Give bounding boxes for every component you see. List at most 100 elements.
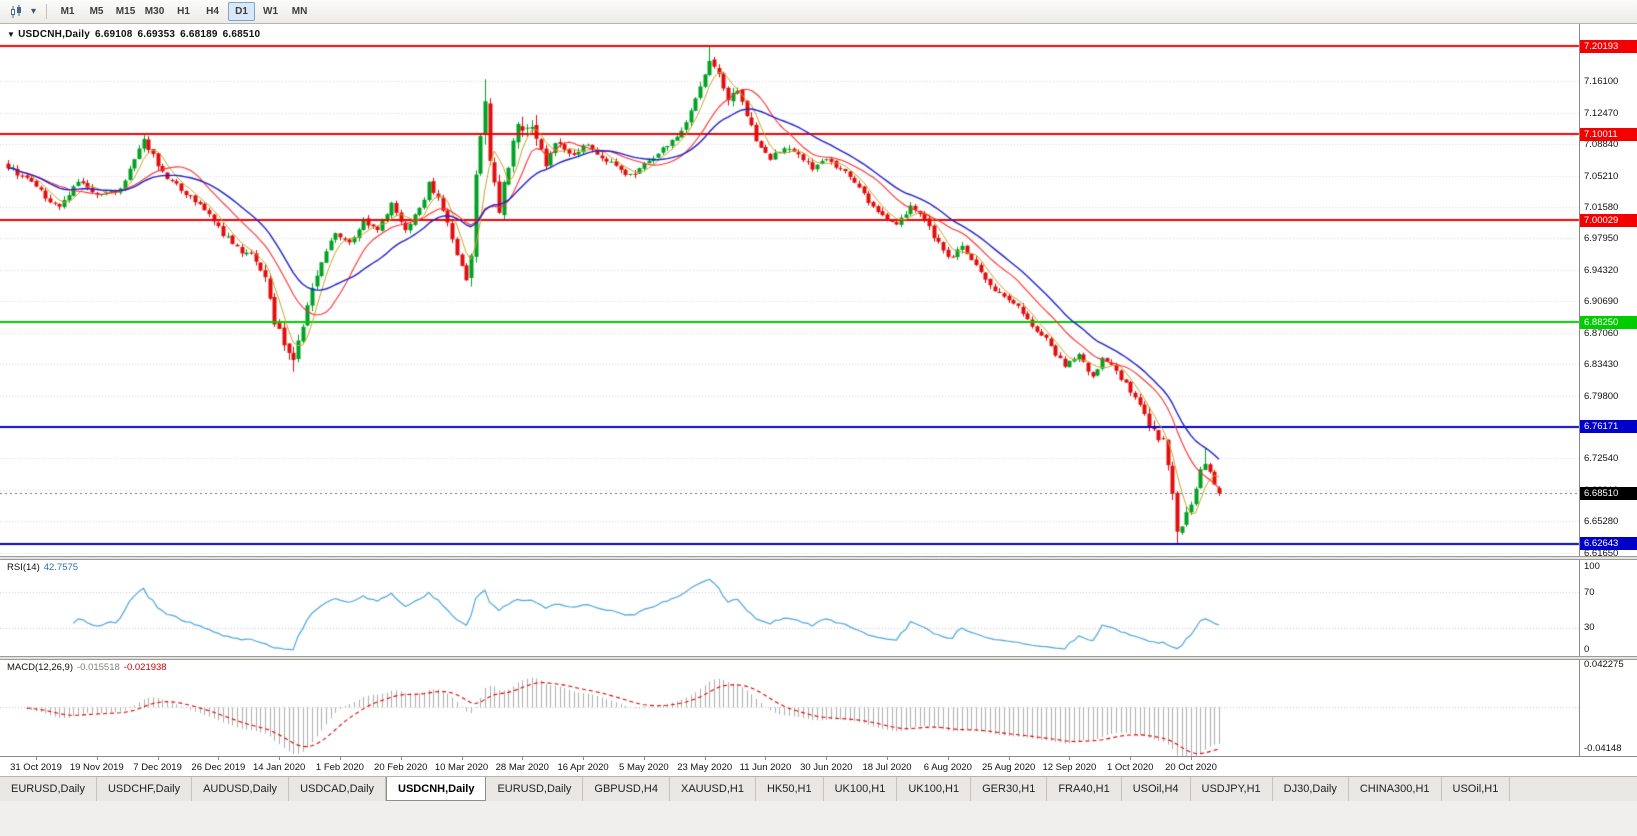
chart-tab-xauusd-h1[interactable]: XAUUSD,H1 [670, 777, 756, 801]
chart-tab-eurusd-daily[interactable]: EURUSD,Daily [486, 777, 584, 801]
chart-tab-audusd-daily[interactable]: AUDUSD,Daily [192, 777, 290, 801]
timeframe-toolbar: ▾ M1 M5 M15 M30 H1 H4 D1 W1 MN [0, 0, 1637, 24]
timeframe-button-m30[interactable]: M30 [144, 6, 165, 17]
chart-tab-usdcnh-daily[interactable]: USDCNH,Daily [386, 777, 487, 801]
time-axis-tick [644, 757, 645, 760]
rsi-name: RSI(14) [7, 562, 40, 573]
time-axis-label: 31 Oct 2019 [10, 762, 62, 773]
chart-tab-usoil-h4[interactable]: USOil,H4 [1122, 777, 1191, 801]
chart-tab-hk50-h1[interactable]: HK50,H1 [756, 777, 824, 801]
macd-main-value: -0.015518 [77, 662, 120, 673]
macd-scale-bottom: -0.04148 [1584, 743, 1622, 754]
time-axis-label: 30 Jun 2020 [800, 762, 853, 773]
time-axis-tick [158, 757, 159, 760]
time-axis-label: 7 Dec 2019 [133, 762, 182, 773]
chart-tab-ger30-h1[interactable]: GER30,H1 [971, 777, 1048, 801]
pane-divider-rsi[interactable] [0, 556, 1637, 560]
price-scale-label: 6.87060 [1584, 327, 1619, 339]
chart-tab-fra40-h1[interactable]: FRA40,H1 [1047, 777, 1122, 801]
time-axis-label: 20 Oct 2020 [1165, 762, 1217, 773]
time-axis[interactable]: 31 Oct 2019 19 Nov 2019 7 Dec 2019 26 Dec 2… [0, 756, 1637, 776]
rsi-scale-30: 30 [1584, 622, 1595, 633]
chart-tab-usoil-h1[interactable]: USOil,H1 [1442, 777, 1511, 801]
timeframe-button-w1[interactable]: W1 [263, 6, 279, 17]
macd-scale-top: 0.042275 [1584, 659, 1624, 670]
timeframe-button-m15[interactable]: M15 [115, 6, 136, 17]
price-scale-label: 7.05210 [1584, 170, 1619, 182]
chart-tab-usdjpy-h1[interactable]: USDJPY,H1 [1191, 777, 1273, 801]
time-axis-tick [36, 757, 37, 760]
time-axis-label: 23 May 2020 [677, 762, 733, 773]
macd-label: MACD(12,26,9) -0.015518 -0.021938 [7, 662, 171, 673]
collapse-icon[interactable]: ▼ [7, 30, 16, 39]
time-axis-label: 1 Oct 2020 [1106, 762, 1154, 773]
time-axis-tick [705, 757, 706, 760]
chart-area: ▼ USDCNH,Daily 6.69108 6.69353 6.68189 6.6851… [0, 24, 1637, 756]
time-axis-label: 12 Sep 2020 [1042, 762, 1097, 773]
time-axis-label: 18 Jul 2020 [862, 762, 912, 773]
time-axis-tick [462, 757, 463, 760]
current-price-badge: 6.68510 [1580, 486, 1637, 500]
ohlc-open: 6.69108 [94, 29, 133, 40]
time-axis-tick [765, 757, 766, 760]
timeframe-button-d1[interactable]: D1 [228, 2, 256, 21]
timeframe-button-m1[interactable]: M1 [60, 6, 75, 17]
price-scale-label: 7.16100 [1584, 76, 1619, 88]
chart-tab-usdchf-daily[interactable]: USDCHF,Daily [97, 777, 193, 801]
toolbar-separator [46, 4, 48, 19]
time-axis-tick [279, 757, 280, 760]
chart-tab-dj30-daily[interactable]: DJ30,Daily [1273, 777, 1349, 801]
chart-type-dropdown-icon[interactable]: ▾ [31, 6, 37, 17]
time-axis-tick [522, 757, 523, 760]
ohlc-high: 6.69353 [137, 29, 176, 40]
chart-tab-uk100-h1[interactable]: UK100,H1 [824, 777, 898, 801]
price-scale-label: 6.94320 [1584, 264, 1619, 276]
rsi-scale-100: 100 [1584, 561, 1600, 572]
chart-type-button[interactable] [5, 2, 27, 22]
chart-tab-usdcad-daily[interactable]: USDCAD,Daily [289, 777, 387, 801]
chart-tab-uk100-h1[interactable]: UK100,H1 [897, 777, 972, 801]
timeframe-button-h4[interactable]: H4 [206, 6, 219, 17]
time-axis-tick [887, 757, 888, 760]
timeframe-button-mn[interactable]: MN [291, 6, 308, 17]
time-axis-label: 6 Aug 2020 [923, 762, 972, 773]
chart-tab-eurusd-daily[interactable]: EURUSD,Daily [0, 777, 97, 801]
rsi-scale-70: 70 [1584, 587, 1595, 598]
status-bar [0, 801, 1637, 836]
time-axis-tick [218, 757, 219, 760]
rsi-label: RSI(14) 42.7575 [7, 562, 82, 573]
price-scale-border [1579, 24, 1580, 756]
time-axis-label: 26 Dec 2019 [191, 762, 246, 773]
price-scale-label: 6.90690 [1584, 296, 1619, 308]
price-scale-label: 7.08840 [1584, 139, 1619, 151]
pane-divider-macd[interactable] [0, 656, 1637, 660]
hline-price-badge: 7.20193 [1580, 39, 1637, 53]
price-scale-label: 7.12470 [1584, 107, 1619, 119]
time-axis-label: 19 Nov 2019 [69, 762, 124, 773]
macd-name: MACD(12,26,9) [7, 662, 73, 673]
time-axis-label: 11 Jun 2020 [739, 762, 792, 773]
time-axis-tick [1130, 757, 1131, 760]
rsi-scale-0: 0 [1584, 644, 1590, 655]
chart-tab-china300-h1[interactable]: CHINA300,H1 [1349, 777, 1442, 801]
hline-price-badge: 6.76171 [1580, 420, 1637, 434]
price-scale-label: 6.72540 [1584, 453, 1619, 465]
ohlc-close: 6.68510 [222, 29, 261, 40]
ohlc-low: 6.68189 [180, 29, 218, 40]
hline-price-badge: 7.10011 [1580, 127, 1637, 141]
time-axis-tick [401, 757, 402, 760]
time-axis-label: 25 Aug 2020 [981, 762, 1036, 773]
timeframe-button-m5[interactable]: M5 [89, 6, 104, 17]
time-axis-tick [340, 757, 341, 760]
time-axis-tick [1191, 757, 1192, 760]
price-scale-label: 6.61650 [1584, 547, 1619, 559]
time-axis-label: 28 Mar 2020 [495, 762, 549, 773]
price-scale-label: 6.65280 [1584, 516, 1619, 528]
price-chart-canvas[interactable] [0, 24, 1637, 756]
timeframe-button-h1[interactable]: H1 [177, 6, 190, 17]
time-axis-tick [1069, 757, 1070, 760]
time-axis-label: 14 Jan 2020 [252, 762, 306, 773]
chart-tab-gbpusd-h4[interactable]: GBPUSD,H4 [583, 777, 670, 801]
price-scale-label: 6.97950 [1584, 233, 1619, 245]
